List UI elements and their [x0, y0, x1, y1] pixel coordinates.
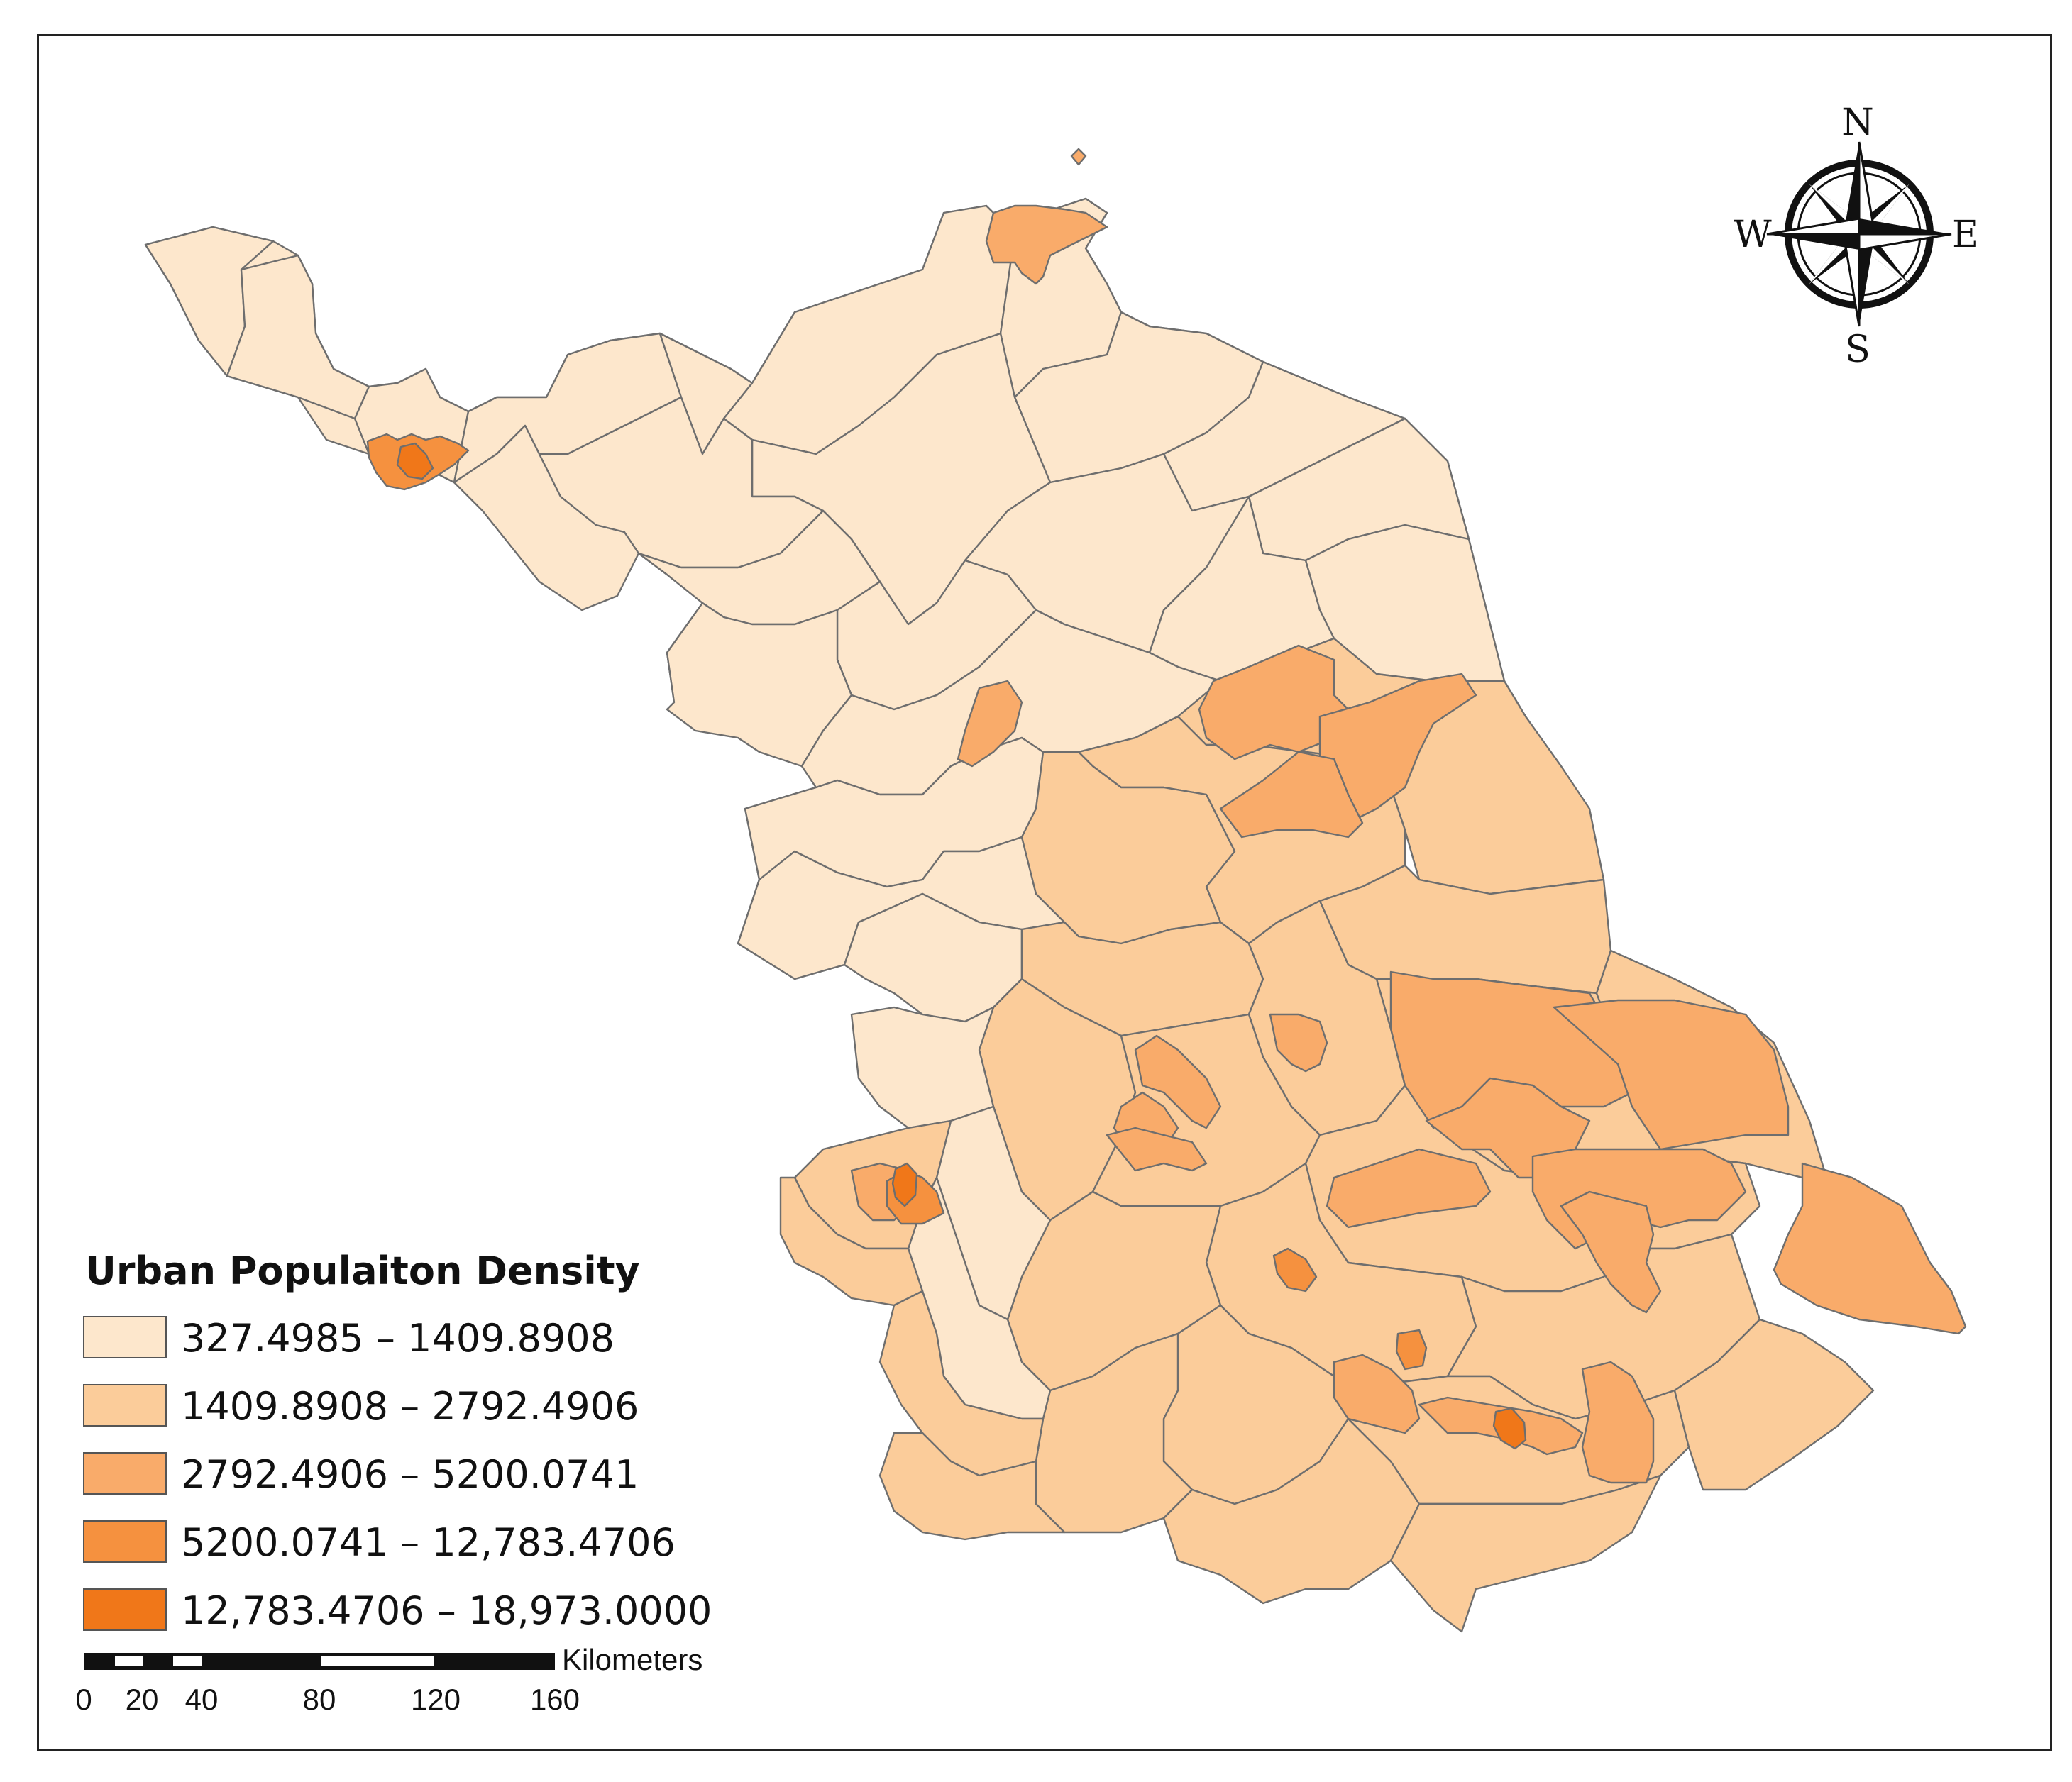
region-m-20 — [1581, 1361, 1655, 1484]
region-x-3 — [1492, 1407, 1527, 1450]
region-m-13 — [1773, 1162, 1967, 1335]
region-m-6 — [957, 680, 1023, 768]
legend: Urban Populaiton Density 327.4985 – 1409… — [83, 1249, 712, 1633]
legend-label-2: 1409.8908 – 2792.4906 — [181, 1384, 639, 1429]
compass-rose: N S E W — [1734, 101, 1979, 371]
scale-tick-160: 160 — [530, 1683, 580, 1716]
legend-swatch-4 — [83, 1520, 167, 1563]
scale-tick-40: 40 — [185, 1683, 219, 1716]
region-m-5 — [1070, 148, 1087, 166]
region-h-3 — [1272, 1247, 1318, 1293]
scale-tick-120: 120 — [411, 1683, 461, 1716]
legend-swatch-5 — [83, 1588, 167, 1631]
region-s-3 — [1020, 751, 1236, 945]
scale-segment-white-2 — [173, 1656, 202, 1666]
region-sw-7 — [878, 1432, 1066, 1541]
compass-n-label: N — [1841, 101, 1874, 144]
compass-w-label: W — [1734, 214, 1772, 256]
scale-segment-white-1 — [115, 1656, 143, 1666]
region-m-12 — [1560, 1190, 1662, 1314]
region-x-2 — [891, 1162, 918, 1207]
region-m-4 — [985, 204, 1108, 285]
compass-s-label: S — [1845, 328, 1870, 371]
legend-title: Urban Populaiton Density — [85, 1249, 640, 1293]
region-m-11 — [1326, 1148, 1492, 1229]
legend-item-4: 5200.0741 – 12,783.4706 — [83, 1520, 676, 1565]
region-s-20 — [1673, 1318, 1875, 1491]
region-m-17 — [1106, 1127, 1208, 1172]
legend-item-5: 12,783.4706 – 18,973.0000 — [83, 1588, 712, 1633]
compass-e-label: E — [1952, 214, 1979, 256]
legend-swatch-3 — [83, 1452, 167, 1495]
legend-label-1: 327.4985 – 1409.8908 — [181, 1316, 615, 1361]
region-m-3 — [1219, 751, 1364, 839]
legend-item-1: 327.4985 – 1409.8908 — [83, 1316, 615, 1361]
legend-label-4: 5200.0741 – 12,783.4706 — [181, 1520, 676, 1565]
legend-swatch-2 — [83, 1384, 167, 1427]
legend-item-3: 2792.4906 – 5200.0741 — [83, 1452, 639, 1497]
legend-swatch-1 — [83, 1316, 167, 1358]
scale-tick-80: 80 — [303, 1683, 336, 1716]
legend-label-3: 2792.4906 – 5200.0741 — [181, 1452, 639, 1497]
scale-tick-0: 0 — [75, 1683, 92, 1716]
legend-label-5: 12,783.4706 – 18,973.0000 — [181, 1588, 712, 1633]
region-s-19 — [1389, 1474, 1662, 1633]
region-h-4 — [1395, 1329, 1428, 1371]
scale-tick-20: 20 — [126, 1683, 159, 1716]
region-m-15 — [1134, 1034, 1222, 1129]
region-m-18 — [1333, 1354, 1421, 1434]
legend-item-2: 1409.8908 – 2792.4906 — [83, 1384, 639, 1429]
region-m-16 — [1269, 1013, 1328, 1073]
region-m-8 — [1425, 1077, 1591, 1179]
region-nw-2 — [226, 254, 370, 420]
region-m-9 — [1553, 999, 1790, 1151]
scale-segment-white-3 — [321, 1656, 434, 1666]
region-x-1 — [396, 442, 434, 480]
region-sw-1 — [850, 978, 1023, 1129]
scale-unit-label: Kilometers — [562, 1643, 702, 1676]
scale-bar: Kilometers 0 20 40 80 120 160 — [75, 1643, 702, 1716]
